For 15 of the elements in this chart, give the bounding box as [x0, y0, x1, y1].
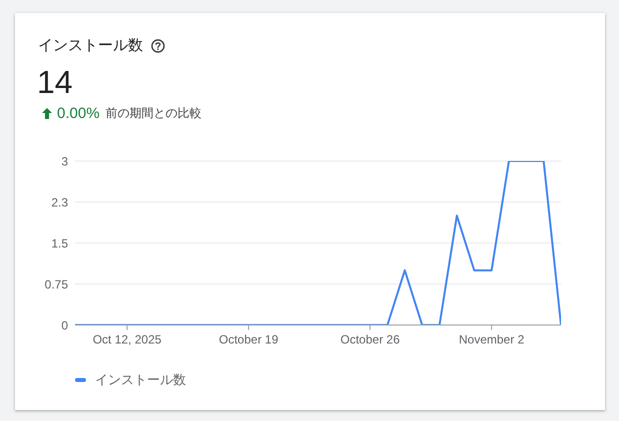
x-tick-label: October 26: [340, 332, 400, 347]
line-series: [75, 161, 561, 325]
text: 0.00%: [57, 104, 100, 122]
y-tick-label: 1.5: [51, 236, 68, 250]
x-tick-label: Oct 12, 2025: [92, 332, 162, 347]
text: 前の期間との比較: [106, 104, 202, 122]
y-tick-label: 2.3: [51, 195, 68, 210]
y-tick-label: 0.75: [44, 277, 68, 292]
chart-title: インストール数: [38, 36, 143, 56]
x-tick-label: October 19: [218, 332, 279, 347]
x-tick-label: November 2: [458, 332, 525, 347]
y-tick-label: 0: [61, 318, 68, 332]
text: 14: [37, 64, 73, 100]
legend-label: インストール数: [95, 371, 186, 389]
y-tick-label: 3: [61, 154, 68, 168]
